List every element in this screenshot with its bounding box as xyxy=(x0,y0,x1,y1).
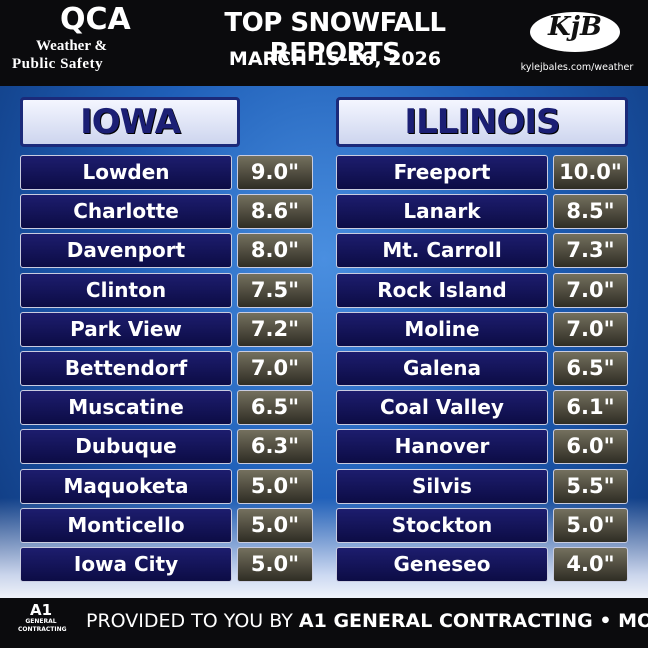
snowfall-amount: 9.0" xyxy=(237,155,313,190)
city-name: Bettendorf xyxy=(20,351,232,386)
snowfall-amount: 6.3" xyxy=(237,429,313,465)
logo-name: KjB xyxy=(530,12,620,52)
city-name: Davenport xyxy=(20,233,232,269)
city-name: Lowden xyxy=(20,155,232,190)
city-name: Coal Valley xyxy=(336,390,548,426)
city-name: Maquoketa xyxy=(20,468,232,504)
city-name: Lanark xyxy=(336,194,548,230)
city-name: Park View xyxy=(20,311,232,347)
snowfall-amount: 5.0" xyxy=(237,468,313,504)
snowfall-amount: 10.0" xyxy=(553,155,628,190)
logo-line: CONTRACTING xyxy=(18,626,67,633)
snowfall-amount: 8.0" xyxy=(237,233,313,269)
city-name: Muscatine xyxy=(20,390,232,426)
header: QCA Weather & Public Safety TOP SNOWFALL… xyxy=(0,0,648,86)
logo-line: Public Safety xyxy=(12,56,104,72)
url: kylejbales.com/weather xyxy=(520,62,634,73)
snowfall-amount: 7.0" xyxy=(553,311,628,347)
sponsor-name: A1 GENERAL CONTRACTING • MOLINE, IL xyxy=(298,610,648,632)
city-name: Galena xyxy=(336,351,548,386)
footer-text: PROVIDED TO YOU BY A1 GENERAL CONTRACTIN… xyxy=(86,610,648,632)
snowfall-amount: 7.0" xyxy=(553,272,628,308)
snowfall-amount: 7.5" xyxy=(237,272,313,308)
logo-line: Weather & xyxy=(36,38,107,54)
footer: A1 GENERAL CONTRACTING PROVIDED TO YOU B… xyxy=(0,598,648,648)
logo-line: GENERAL xyxy=(25,618,57,625)
table-title: IOWA xyxy=(20,97,240,147)
city-name: Freeport xyxy=(336,155,548,190)
logo-name: A1 xyxy=(29,601,53,619)
city-name: Monticello xyxy=(20,507,232,543)
snowfall-amount: 8.6" xyxy=(237,194,313,230)
title: TOP SNOWFALL REPORTS xyxy=(224,8,446,68)
city-name: Geneseo xyxy=(336,547,548,582)
city-name: Charlotte xyxy=(20,194,232,230)
logo-name: QCA xyxy=(60,2,131,37)
city-name: Silvis xyxy=(336,468,548,504)
city-name: Moline xyxy=(336,311,548,347)
snowfall-amount: 5.0" xyxy=(237,547,313,582)
snowfall-amount: 6.5" xyxy=(553,351,628,386)
snowfall-amount: 7.3" xyxy=(553,233,628,269)
snowfall-amount: 7.2" xyxy=(237,311,313,347)
table-title: ILLINOIS xyxy=(336,97,628,147)
city-name: Rock Island xyxy=(336,272,548,308)
city-name: Mt. Carroll xyxy=(336,233,548,269)
snowfall-amount: 5.0" xyxy=(237,507,313,543)
city-name: Clinton xyxy=(20,272,232,308)
sponsor-logo: A1 GENERAL CONTRACTING xyxy=(18,601,67,644)
subtitle: MARCH 15-16, 2026 xyxy=(228,48,442,70)
snowfall-amount: 6.5" xyxy=(237,390,313,426)
city-name: Hanover xyxy=(336,429,548,465)
snowfall-amount: 8.5" xyxy=(553,194,628,230)
footer-lead: PROVIDED TO YOU BY xyxy=(86,610,293,632)
snowfall-amount: 4.0" xyxy=(553,547,628,582)
snowfall-amount: 5.0" xyxy=(553,507,628,543)
snowfall-amount: 5.5" xyxy=(553,468,628,504)
city-name: Iowa City xyxy=(20,547,232,582)
snowfall-amount: 6.1" xyxy=(553,390,628,426)
snowfall-amount: 6.0" xyxy=(553,429,628,465)
snowfall-amount: 7.0" xyxy=(237,351,313,386)
city-name: Stockton xyxy=(336,507,548,543)
city-name: Dubuque xyxy=(20,429,232,465)
